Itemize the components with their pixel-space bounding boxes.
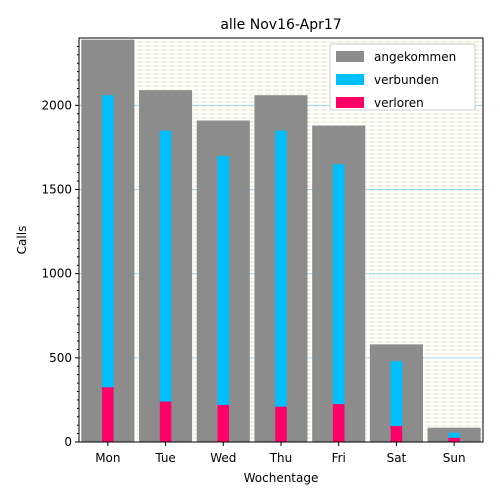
bar-verloren-Sun	[448, 437, 460, 442]
bar-verbunden-Sun	[448, 432, 460, 442]
legend: angekommen verbunden verloren	[329, 43, 476, 111]
bar-verloren-Tue	[159, 401, 172, 442]
x-tick-label: Fri	[332, 451, 346, 465]
x-tick-label: Sat	[387, 451, 407, 465]
x-tick-label: Thu	[269, 451, 293, 465]
legend-swatch-verbunden	[336, 74, 364, 85]
legend-label-verloren: verloren	[374, 96, 424, 110]
y-tick-label: 1000	[41, 267, 72, 281]
legend-label-angekommen: angekommen	[374, 50, 456, 64]
bar-verbunden-Fri	[332, 164, 345, 442]
x-tick-label: Sun	[443, 451, 466, 465]
bar-verbunden-Wed	[217, 155, 230, 443]
y-tick-label: 2000	[41, 98, 72, 112]
bar-verloren-Fri	[332, 404, 345, 442]
bar-verloren-Wed	[217, 404, 230, 442]
bar-verbunden-Thu	[275, 130, 287, 443]
bar-verloren-Sat	[390, 426, 403, 442]
bars	[81, 39, 481, 443]
bar-verbunden-Mon	[102, 95, 114, 442]
legend-box	[329, 43, 476, 111]
y-tick-label: 1500	[41, 183, 72, 197]
x-tick-label: Tue	[154, 451, 176, 465]
legend-swatch-verloren	[336, 97, 364, 108]
y-axis-label: Calls	[15, 226, 29, 255]
axis-ticks: 0 500 1000 1500 2000 Mon Tue Wed Thu Fri Sat Sun	[41, 45, 466, 465]
bar-verbunden-Sat	[390, 361, 403, 442]
x-tick-label: Mon	[95, 451, 120, 465]
bar-verloren-Thu	[275, 406, 287, 442]
x-tick-label: Wed	[210, 451, 236, 465]
y-tick-label: 500	[49, 351, 72, 365]
bar-verloren-Mon	[102, 387, 114, 442]
legend-label-verbunden: verbunden	[374, 73, 439, 87]
chart-title: alle Nov16-Apr17	[220, 17, 341, 33]
y-tick-label: 0	[64, 435, 72, 449]
bar-verbunden-Tue	[159, 130, 172, 443]
x-axis-label: Wochentage	[244, 471, 319, 485]
legend-swatch-angekommen	[336, 51, 364, 62]
